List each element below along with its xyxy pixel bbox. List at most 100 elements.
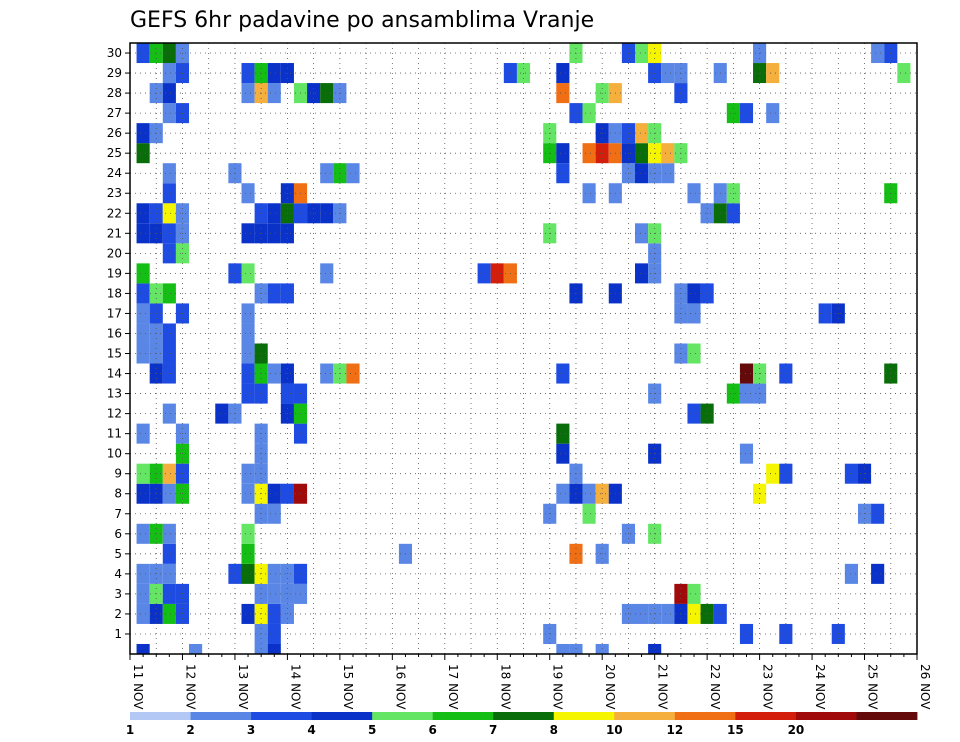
heatmap-cell xyxy=(739,383,754,404)
heatmap-cell xyxy=(241,83,255,104)
heatmap-cell xyxy=(267,563,281,584)
heatmap-cell xyxy=(241,563,255,584)
x-tick-label: 26 NOV xyxy=(918,664,932,710)
x-axis: 11 NOV 12 NOV 13 NOV 14 NOV 15 NOV 16 NOV 17 N… xyxy=(129,654,932,710)
heatmap-cell xyxy=(267,483,281,504)
heatmap-cell xyxy=(241,483,255,504)
heatmap-cell xyxy=(661,143,675,164)
heatmap-cell xyxy=(739,443,754,464)
y-tick-label: 5 xyxy=(114,547,122,561)
y-axis: 1234567891011121314151617181920212223242… xyxy=(107,46,130,641)
heatmap-cell xyxy=(162,343,176,364)
x-tick-label: 24 NOV xyxy=(813,664,827,710)
y-tick-label: 27 xyxy=(107,106,122,120)
heatmap-cell xyxy=(687,343,701,364)
heatmap-cell xyxy=(582,503,596,524)
heatmap-cell xyxy=(766,103,780,124)
y-tick-label: 30 xyxy=(107,46,122,60)
heatmap-cell xyxy=(162,543,176,564)
heatmap-cell xyxy=(267,63,281,84)
heatmap-cell xyxy=(582,483,596,504)
heatmap-cell xyxy=(162,83,176,104)
y-tick-label: 19 xyxy=(107,266,122,280)
y-tick-label: 25 xyxy=(107,146,122,160)
heatmap-cell xyxy=(766,63,780,84)
heatmap-cell xyxy=(871,563,885,584)
legend-swatch xyxy=(674,712,736,720)
legend-swatch xyxy=(130,712,191,720)
heatmap-cell xyxy=(582,183,596,204)
heatmap-cell xyxy=(162,563,176,584)
legend-label: 5 xyxy=(368,723,376,737)
y-tick-label: 17 xyxy=(107,306,122,320)
heatmap-cell xyxy=(162,583,176,604)
y-tick-label: 26 xyxy=(107,126,122,140)
y-tick-label: 14 xyxy=(107,367,122,381)
heatmap-cell xyxy=(136,643,150,654)
legend-label: 15 xyxy=(727,723,744,737)
heatmap-cell xyxy=(556,423,570,444)
x-tick-label: 20 NOV xyxy=(603,664,617,710)
heatmap-cell xyxy=(267,623,281,644)
y-tick-label: 20 xyxy=(107,246,122,260)
x-tick-label: 17 NOV xyxy=(446,664,460,710)
heatmap-cell xyxy=(556,443,570,464)
heatmap-cell xyxy=(687,403,701,424)
x-tick-label: 13 NOV xyxy=(236,664,250,710)
heatmap-cell xyxy=(136,583,150,604)
heatmap-cell xyxy=(766,463,780,484)
legend-label: 8 xyxy=(550,723,558,737)
color-legend: 1 2 3 4 5 6 7 8 10 12 15 20 xyxy=(126,712,918,737)
x-tick-label: 21 NOV xyxy=(656,664,670,710)
legend-swatch xyxy=(372,712,434,720)
heatmap-cell xyxy=(241,223,255,244)
heatmap-cell xyxy=(267,643,281,654)
heatmap-cell xyxy=(634,263,649,284)
y-tick-label: 8 xyxy=(114,487,122,501)
y-tick-label: 13 xyxy=(107,387,122,401)
heatmap-cell xyxy=(556,643,570,654)
heatmap-cell xyxy=(687,583,701,604)
legend-swatch xyxy=(553,712,615,720)
legend-label: 6 xyxy=(429,723,437,737)
y-tick-label: 9 xyxy=(114,467,122,481)
heatmap-cell xyxy=(556,63,570,84)
heatmap-cell xyxy=(346,363,360,384)
y-tick-label: 28 xyxy=(107,86,122,100)
y-tick-label: 23 xyxy=(107,186,122,200)
heatmap-cell xyxy=(739,103,754,124)
legend-swatch xyxy=(493,712,555,720)
heatmap-cell xyxy=(241,303,255,324)
heatmap-cell xyxy=(634,163,649,184)
heatmap-cell xyxy=(634,143,649,164)
x-tick-label: 22 NOV xyxy=(708,664,722,710)
heatmap-cell xyxy=(136,223,150,244)
heatmap-cell xyxy=(136,343,150,364)
heatmap-cell xyxy=(267,583,281,604)
heatmap-cell xyxy=(136,423,150,444)
heatmap-cell xyxy=(897,63,911,84)
heatmap-cell xyxy=(320,83,334,104)
x-tick-label: 14 NOV xyxy=(288,664,302,710)
y-tick-label: 29 xyxy=(107,66,122,80)
heatmap-cell xyxy=(687,183,701,204)
heatmap-cell xyxy=(136,323,150,344)
heatmap-cell xyxy=(162,63,176,84)
y-tick-label: 7 xyxy=(114,507,122,521)
heatmap-cell xyxy=(241,523,255,544)
x-tick-label: 16 NOV xyxy=(393,664,407,710)
heatmap-cell xyxy=(162,483,176,504)
heatmap-cell xyxy=(687,303,701,324)
heatmap-cell xyxy=(162,183,176,204)
chart-title: GEFS 6hr padavine po ansamblima Vranje xyxy=(130,8,594,33)
heatmap-cell xyxy=(739,623,754,644)
heatmap-cell xyxy=(320,203,334,224)
heatmap-cell xyxy=(136,263,150,284)
x-tick-label: 12 NOV xyxy=(183,664,197,710)
heatmap-cell xyxy=(162,403,176,424)
heatmap-cell xyxy=(162,523,176,544)
heatmap-cell xyxy=(844,463,858,484)
heatmap-cell xyxy=(267,603,281,624)
heatmap-cell xyxy=(241,383,255,404)
heatmap-cell xyxy=(267,283,281,304)
